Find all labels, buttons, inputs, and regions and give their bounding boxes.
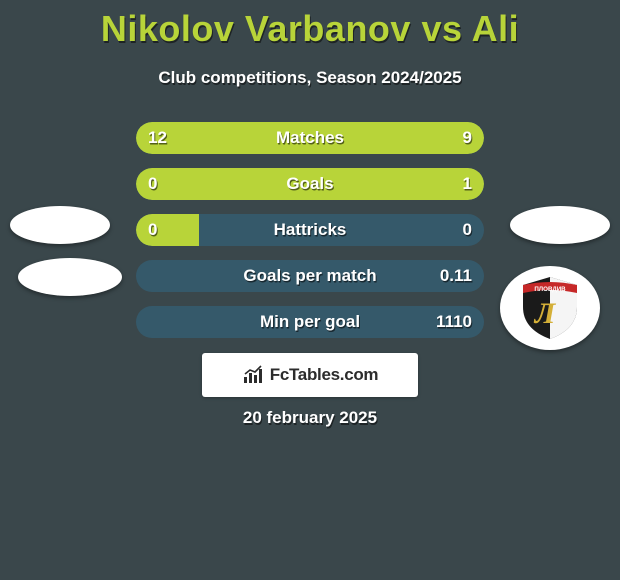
stat-label: Goals — [136, 168, 484, 200]
brand-text: FcTables.com — [270, 365, 379, 385]
club-badge-left-2 — [18, 258, 122, 296]
shield-badge: ПЛОВДИВ Л — [500, 266, 600, 350]
oval-icon — [510, 206, 610, 244]
club-badge-right-2: ПЛОВДИВ Л — [500, 266, 600, 350]
oval-icon — [10, 206, 110, 244]
stat-value-right: 0 — [463, 214, 472, 246]
oval-icon — [18, 258, 122, 296]
stat-label: Min per goal — [136, 306, 484, 338]
club-badge-left-1 — [10, 206, 110, 244]
shield-icon: ПЛОВДИВ Л — [513, 271, 587, 345]
brand-chart-icon — [242, 364, 264, 386]
badge-letter: Л — [533, 297, 557, 330]
stat-row: Matches12 9 — [136, 122, 484, 154]
stat-value-right: 9 — [463, 122, 472, 154]
stat-value-right: 1 — [463, 168, 472, 200]
club-badge-right-1 — [510, 206, 610, 244]
page-title: Nikolov Varbanov vs Ali — [0, 0, 620, 50]
stat-value-left: 0 — [148, 214, 157, 246]
stat-label: Hattricks — [136, 214, 484, 246]
stats-container: Matches129Goals01Hattricks00Goals per ma… — [136, 122, 484, 352]
brand-badge[interactable]: FcTables.com — [202, 353, 418, 397]
subtitle: Club competitions, Season 2024/2025 — [0, 68, 620, 88]
stat-value-right: 1110 — [436, 306, 472, 338]
stat-row: Goals0 1 — [136, 168, 484, 200]
stat-value-left: 12 — [148, 122, 167, 154]
stat-value-left: 0 — [148, 168, 157, 200]
stat-value-right: 0.11 — [440, 260, 472, 292]
stat-label: Matches — [136, 122, 484, 154]
stat-label: Goals per match — [136, 260, 484, 292]
stat-row: Goals per match0.11 — [136, 260, 484, 292]
stat-row: Min per goal1110 — [136, 306, 484, 338]
stat-row: Hattricks0 0 — [136, 214, 484, 246]
badge-banner-text: ПЛОВДИВ — [534, 286, 566, 293]
date-text: 20 february 2025 — [0, 408, 620, 428]
